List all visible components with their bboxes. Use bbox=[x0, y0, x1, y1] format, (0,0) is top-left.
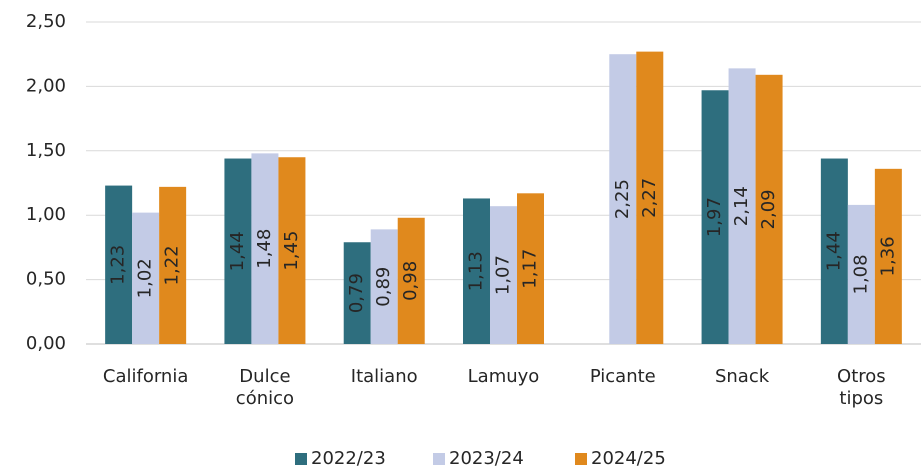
data-label: 2,09 bbox=[758, 189, 779, 229]
y-tick-label: 1,50 bbox=[26, 140, 66, 161]
bar bbox=[397, 217, 425, 344]
data-label: 1,08 bbox=[850, 254, 871, 294]
y-tick-label: 2,00 bbox=[26, 75, 66, 96]
data-label: 1,07 bbox=[493, 255, 514, 295]
bar bbox=[517, 193, 544, 344]
bar bbox=[278, 157, 306, 344]
data-label: 2,14 bbox=[731, 186, 752, 226]
y-tick-label: 0,50 bbox=[26, 269, 66, 290]
legend-swatch bbox=[295, 453, 307, 465]
bar bbox=[820, 158, 848, 344]
bar bbox=[105, 185, 133, 344]
data-label: 1,13 bbox=[466, 251, 487, 291]
bar bbox=[370, 229, 398, 344]
bar bbox=[701, 90, 729, 344]
data-label: 1,17 bbox=[520, 249, 541, 289]
bar bbox=[343, 242, 371, 344]
x-tick-label: Otros tipos bbox=[837, 366, 886, 409]
bar bbox=[728, 68, 756, 345]
y-tick-label: 2,50 bbox=[26, 11, 66, 32]
x-tick-label: Snack bbox=[714, 366, 770, 387]
legend-label: 2023/24 bbox=[449, 448, 524, 469]
bar bbox=[463, 198, 490, 344]
bar bbox=[132, 212, 160, 344]
x-tick-label: Lamuyo bbox=[467, 366, 540, 387]
bar bbox=[159, 186, 187, 344]
y-tick-label: 1,00 bbox=[26, 204, 66, 225]
data-label: 1,02 bbox=[135, 258, 156, 298]
data-label: 1,45 bbox=[281, 231, 302, 271]
data-label: 2,27 bbox=[639, 178, 660, 218]
data-label: 1,22 bbox=[162, 245, 183, 285]
bar bbox=[490, 206, 517, 344]
data-label: 1,44 bbox=[823, 231, 844, 271]
legend-swatch bbox=[575, 453, 587, 465]
data-label: 1,48 bbox=[254, 229, 275, 269]
bar bbox=[847, 204, 875, 344]
legend-label: 2024/25 bbox=[591, 448, 666, 469]
x-tick-label: Picante bbox=[589, 366, 656, 387]
bar bbox=[224, 158, 252, 344]
x-tick-label: Dulce cónico bbox=[235, 366, 295, 409]
data-label: 2,25 bbox=[612, 179, 633, 219]
bar bbox=[636, 51, 664, 345]
y-tick-label: 0,00 bbox=[26, 333, 66, 354]
legend-swatch bbox=[433, 453, 445, 465]
bar bbox=[251, 153, 279, 344]
data-label: 1,44 bbox=[227, 231, 248, 271]
x-tick-label: Italiano bbox=[350, 366, 418, 387]
x-tick-label: California bbox=[102, 366, 189, 387]
legend-label: 2022/23 bbox=[311, 448, 386, 469]
bar bbox=[874, 168, 902, 344]
data-label: 1,97 bbox=[704, 197, 725, 237]
data-label: 0,89 bbox=[373, 267, 394, 307]
bar bbox=[755, 74, 783, 345]
data-label: 0,98 bbox=[400, 261, 421, 301]
data-label: 0,79 bbox=[346, 273, 367, 313]
data-label: 1,36 bbox=[877, 236, 898, 276]
data-label: 1,23 bbox=[108, 245, 129, 285]
bar bbox=[609, 54, 637, 344]
